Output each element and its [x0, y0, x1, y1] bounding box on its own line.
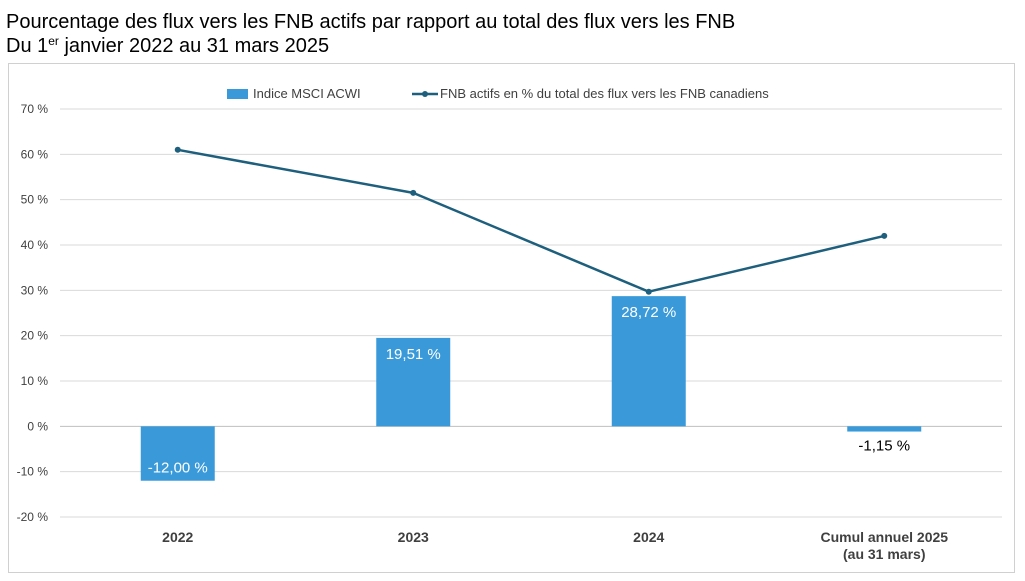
- legend: Indice MSCI ACWI FNB actifs en % du total…: [227, 86, 769, 101]
- y-tick-label: 10 %: [21, 374, 49, 388]
- line-point: [174, 146, 181, 153]
- x-category-label: 2024: [633, 529, 664, 545]
- data-labels: -12,00 % 19,51 % 28,72 % -1,15 %: [148, 304, 910, 477]
- x-category-label: 2022: [162, 529, 193, 545]
- y-tick-label: 30 %: [21, 283, 49, 297]
- y-tick-label: 40 %: [21, 238, 49, 252]
- y-tick-label: 0 %: [27, 419, 48, 433]
- line-point: [881, 232, 888, 239]
- title-line-2-prefix: Du 1: [6, 35, 49, 57]
- bar: [611, 296, 686, 427]
- y-tick-label: 20 %: [21, 329, 49, 343]
- y-axis: -20 % -10 % 0 % 10 % 20 % 30 % 40 % 50 % 60 % 70 …: [17, 102, 49, 524]
- chart-frame: [8, 63, 1015, 573]
- bar-data-label: 19,51 %: [386, 346, 441, 363]
- title-line-2-suffix: janvier 2022 au 31 mars 2025: [58, 35, 330, 57]
- bar-data-label: -1,15 %: [858, 438, 910, 455]
- bar: [847, 426, 922, 432]
- bar: [140, 426, 215, 481]
- chart-title: Pourcentage des flux vers les FNB actifs…: [6, 10, 735, 58]
- y-tick-label: 60 %: [21, 147, 49, 161]
- legend-bar-swatch: [227, 89, 248, 99]
- bar-data-label: 28,72 %: [621, 304, 676, 321]
- line-series: [174, 146, 888, 295]
- x-category-label: 2023: [398, 529, 429, 545]
- line-path: [177, 148, 885, 293]
- bar-data-label: -12,00 %: [148, 460, 208, 477]
- line-point: [410, 189, 417, 196]
- title-line-2-sup: er: [48, 34, 59, 48]
- x-category-label: Cumul annuel 2025: [820, 529, 948, 545]
- legend-line-label: FNB actifs en % du total des flux vers l…: [440, 86, 769, 101]
- title-line-1: Pourcentage des flux vers les FNB actifs…: [6, 11, 736, 33]
- y-tick-label: -20 %: [17, 510, 49, 524]
- x-axis: 2022 2023 2024 Cumul annuel 2025(au 31 mars…: [162, 529, 948, 562]
- legend-bar-label: Indice MSCI ACWI: [253, 86, 361, 101]
- x-category-label: (au 31 mars): [843, 546, 925, 562]
- y-tick-label: 70 %: [21, 102, 49, 116]
- line-point: [645, 288, 652, 295]
- legend-line-marker: [422, 91, 428, 97]
- y-tick-label: 50 %: [21, 193, 49, 207]
- bar: [376, 337, 451, 427]
- y-tick-label: -10 %: [17, 465, 49, 479]
- bar-series: [140, 296, 922, 481]
- title-line-2: Du 1er janvier 2022 au 31 mars 2025: [6, 34, 735, 58]
